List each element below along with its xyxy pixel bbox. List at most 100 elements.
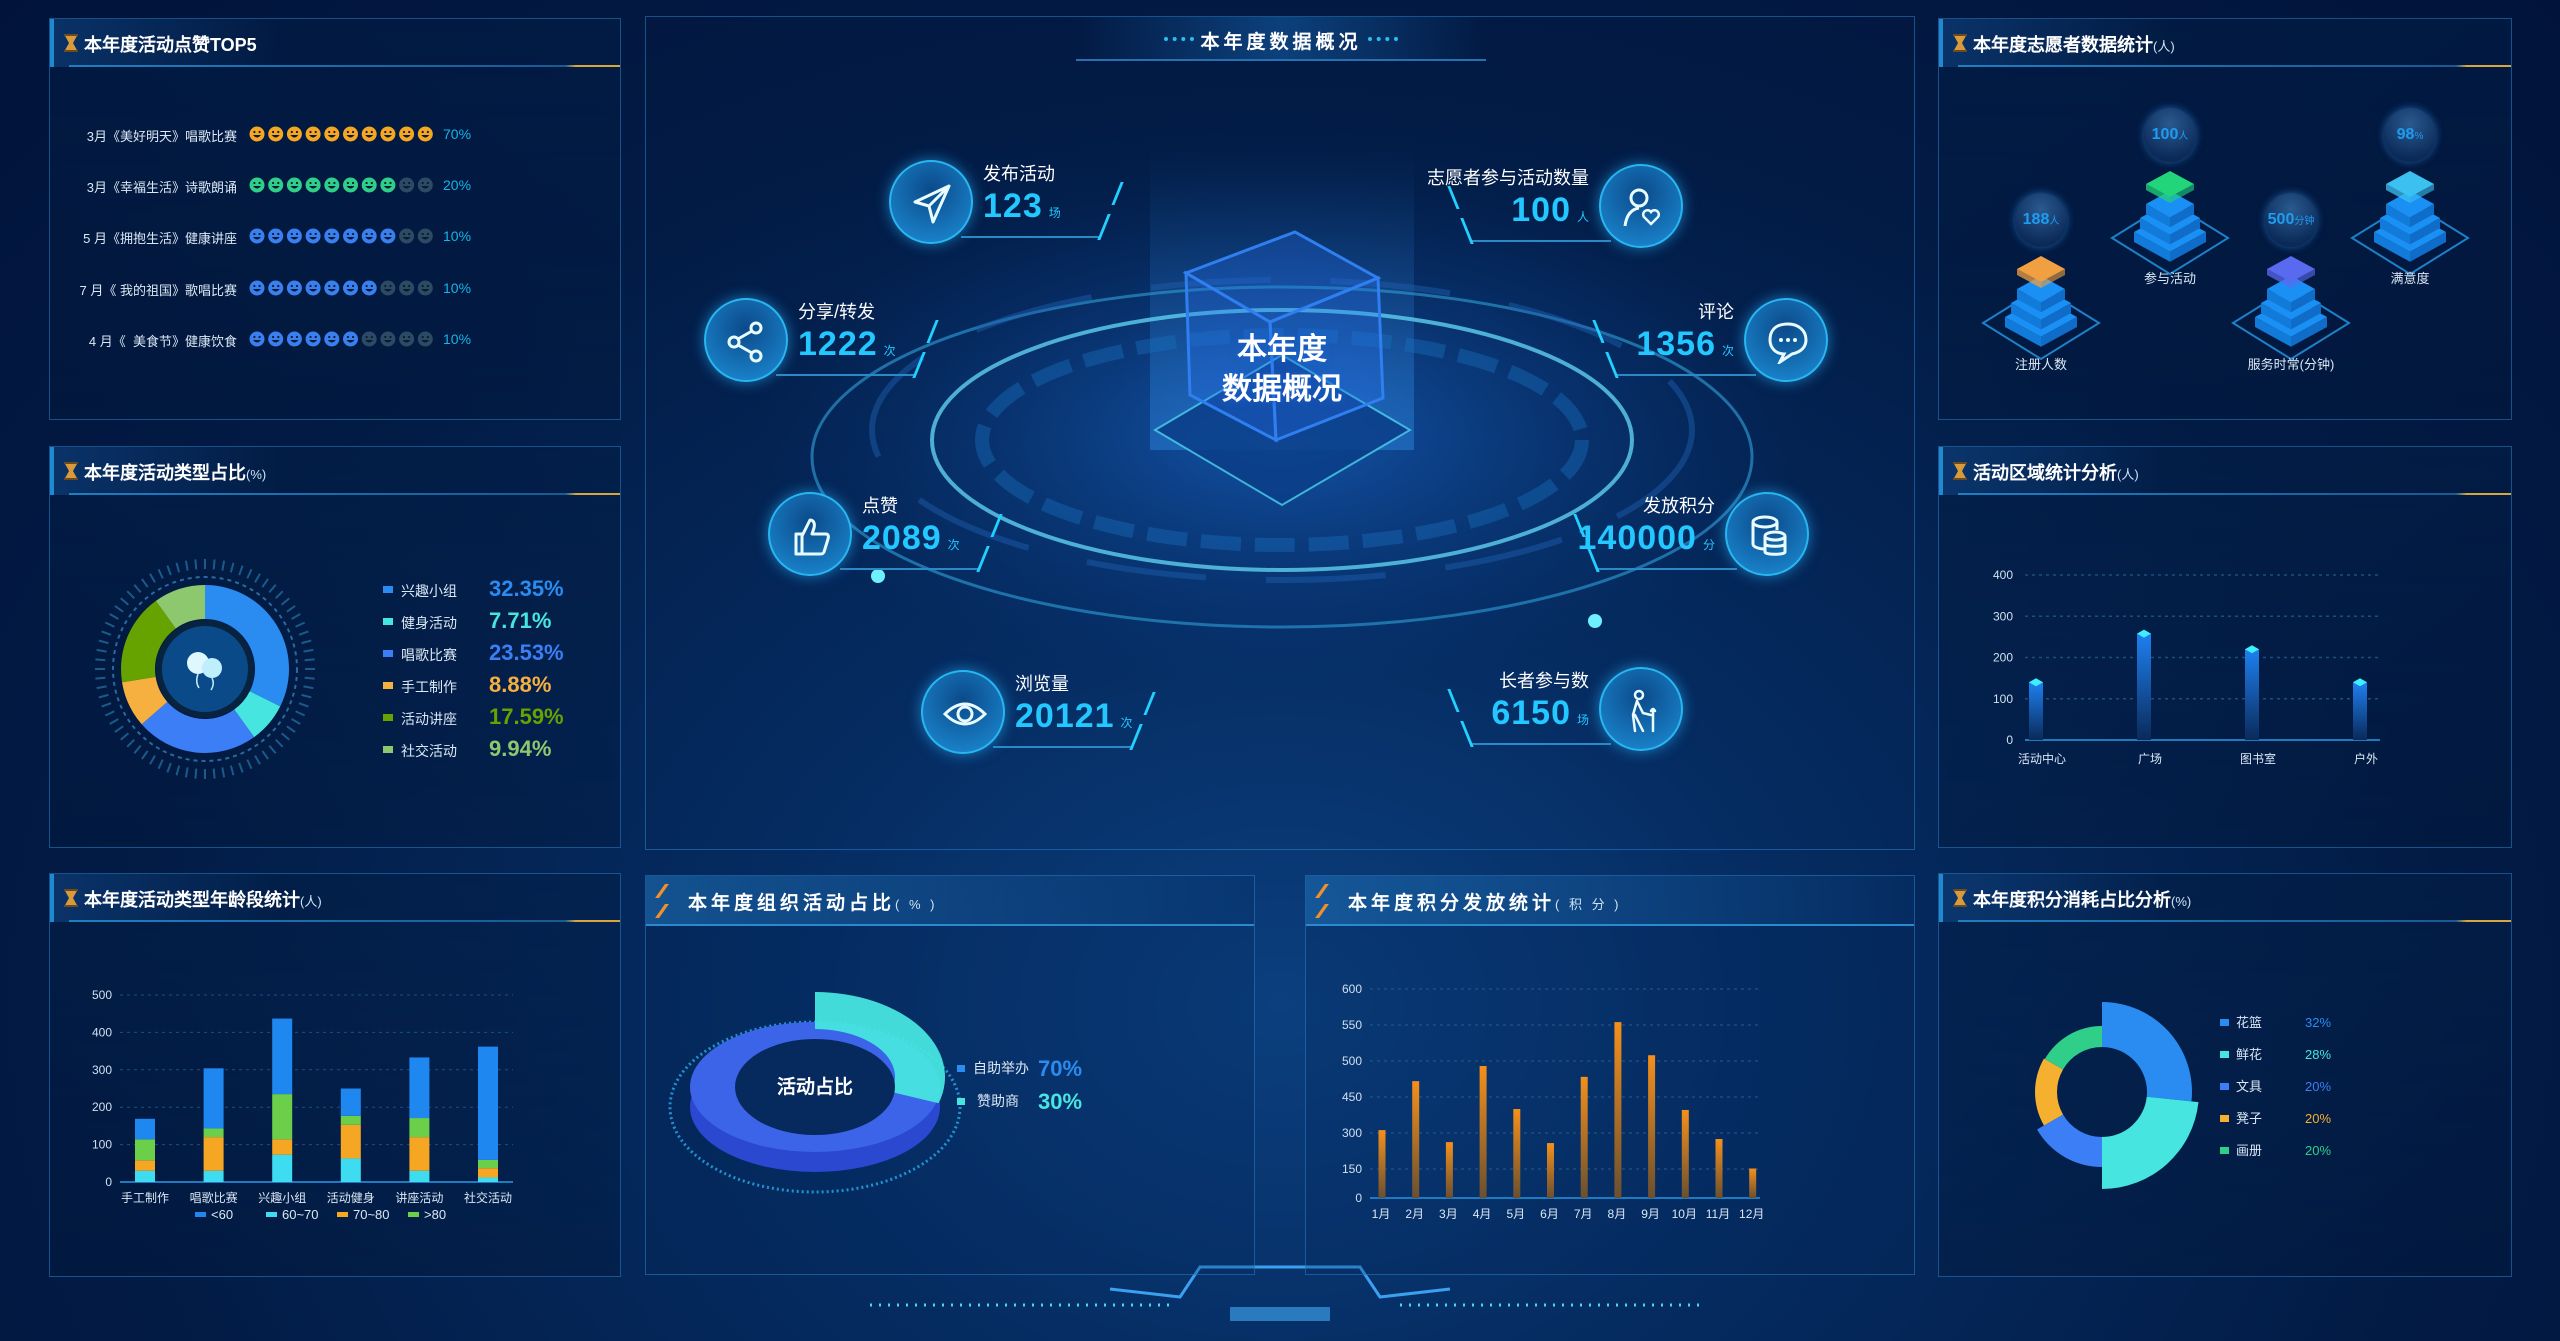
rose-slice xyxy=(2102,1002,2192,1102)
volunteer-label: 满意度 xyxy=(2390,271,2430,286)
balloons-icon xyxy=(187,652,222,691)
stat-underline xyxy=(1616,374,1756,376)
x-tick-label: 讲座活动 xyxy=(395,1190,443,1205)
bar xyxy=(1749,1168,1757,1198)
bubble-unit: 人 xyxy=(2049,216,2060,227)
tick-mark xyxy=(286,605,296,613)
legend-swatch xyxy=(383,650,393,657)
smiley-face-icon xyxy=(361,331,377,347)
bar xyxy=(1715,1139,1723,1198)
y-tick-label: 500 xyxy=(92,988,112,1002)
bubble-value: 98 xyxy=(2396,126,2415,143)
stat-value-row: 2089 次 xyxy=(862,518,1082,565)
y-tick-label: 200 xyxy=(1993,651,2013,665)
y-tick-label: 150 xyxy=(1342,1162,1362,1176)
volunteer-label: 服务时常(分钟) xyxy=(2247,357,2335,372)
smiley-face-icon xyxy=(417,331,433,347)
smiley-face-icon xyxy=(268,126,284,142)
stacked-bar-segment xyxy=(478,1159,498,1169)
tick-mark xyxy=(229,562,235,573)
smiley-face-icon xyxy=(286,228,302,244)
share-icon xyxy=(727,321,763,363)
donut-slice xyxy=(205,585,289,707)
stat-icon-circle xyxy=(889,160,973,244)
stacked-bar-segment xyxy=(272,1139,293,1155)
eye-icon xyxy=(943,702,987,726)
x-tick-label: 6月 xyxy=(1540,1207,1559,1221)
legend-swatch xyxy=(2220,1019,2229,1026)
stat-value-row: 20121 次 xyxy=(1015,696,1235,743)
age-stats-panel: 本年度活动类型年龄段统计(人) xyxy=(49,873,621,1277)
tick-mark xyxy=(291,718,301,725)
like-percent: 10% xyxy=(443,330,472,347)
legend-label: 凳子 xyxy=(2236,1111,2262,1126)
activity-label: 5 月《拥抱生活》健康讲座 xyxy=(83,231,237,247)
y-tick-label: 0 xyxy=(105,1175,112,1189)
panel-unit: ( % ) xyxy=(895,897,938,912)
legend-label: 兴趣小组 xyxy=(401,583,457,599)
value-bubble: 500分钟 xyxy=(2265,193,2317,247)
legend-value: 17.59% xyxy=(489,704,564,729)
donut-slice xyxy=(234,691,281,738)
legend-swatch xyxy=(2220,1147,2229,1154)
tick-mark xyxy=(246,568,253,579)
stat-unit: 次 xyxy=(883,344,896,358)
paper-plane-icon xyxy=(913,184,951,224)
likes-row: 4 月《 美食节》健康饮食 10% xyxy=(50,329,610,349)
rating-faces xyxy=(249,177,433,193)
stacked-bar-segment xyxy=(203,1137,224,1171)
panel-header: 活动区域统计分析(人) xyxy=(1939,447,2511,495)
tick-mark xyxy=(157,568,164,579)
tick-mark xyxy=(120,597,130,606)
stat-label: 分享/转发 xyxy=(798,302,876,322)
bar xyxy=(1412,1081,1420,1198)
stat-unit: 人 xyxy=(1576,210,1589,224)
donut-slice xyxy=(155,585,205,629)
stacked-bar-segment xyxy=(272,1018,293,1095)
stacked-bar-segment xyxy=(340,1124,361,1159)
tick-mark xyxy=(229,765,235,776)
panel-title: 本年度活动点赞TOP5 xyxy=(84,35,257,55)
y-tick-label: 0 xyxy=(2006,733,2013,747)
legend-label: 鲜花 xyxy=(2236,1047,2262,1062)
tick-mark xyxy=(298,702,309,708)
legend-label: 60~70 xyxy=(282,1207,319,1222)
smiley-face-icon xyxy=(286,280,302,296)
smiley-face-icon xyxy=(361,177,377,193)
age-stacked-bar-chart: 0 100 200 300 400 500 手工制作 唱歌比赛 兴趣小组 活动健身 讲座活动 社交活动… xyxy=(92,988,513,1222)
y-tick-label: 600 xyxy=(1342,982,1362,996)
legend-swatch xyxy=(195,1212,206,1217)
y-tick-label: 100 xyxy=(1993,692,2013,706)
tick-mark xyxy=(104,621,115,628)
bubble-value: 188 xyxy=(2022,211,2050,228)
legend-swatch xyxy=(337,1212,348,1217)
tick-mark xyxy=(141,750,149,760)
x-tick-label: 5月 xyxy=(1506,1207,1525,1221)
smiley-face-icon xyxy=(380,331,396,347)
stat-value: 2089 xyxy=(862,519,942,557)
tick-mark xyxy=(212,768,216,779)
stat-icon-circle xyxy=(1599,164,1683,248)
legend-value: 8.88% xyxy=(489,672,552,697)
stat-underline xyxy=(840,568,980,570)
likes-row: 3月《美好明天》唱歌比赛 70% xyxy=(50,124,610,144)
hourglass-icon xyxy=(1953,34,1967,52)
panel-header: 本年度组织活动占比( % ) xyxy=(646,876,1254,926)
tick-mark xyxy=(95,658,106,662)
smiley-face-icon xyxy=(305,331,321,347)
panel-header: 本年度积分消耗占比分析(%) xyxy=(1939,874,2511,922)
x-tick-label: 12月 xyxy=(1739,1207,1764,1221)
legend-value: 70% xyxy=(1038,1056,1082,1081)
stacked-platform-icon xyxy=(2110,171,2230,276)
smiley-face-icon xyxy=(324,331,340,347)
panel-header: 本年度活动点赞TOP5 xyxy=(50,19,620,67)
stat-value: 1222 xyxy=(798,325,878,363)
stat-label: 点赞 xyxy=(862,496,898,516)
stacked-bar-segment xyxy=(135,1118,155,1140)
hourglass-icon xyxy=(64,34,78,52)
smiley-face-icon xyxy=(249,126,265,142)
smiley-face-icon xyxy=(268,331,284,347)
x-tick-label: 9月 xyxy=(1641,1207,1660,1221)
stat-value-row: 100 人 xyxy=(1369,190,1589,237)
smiley-face-icon xyxy=(361,280,377,296)
